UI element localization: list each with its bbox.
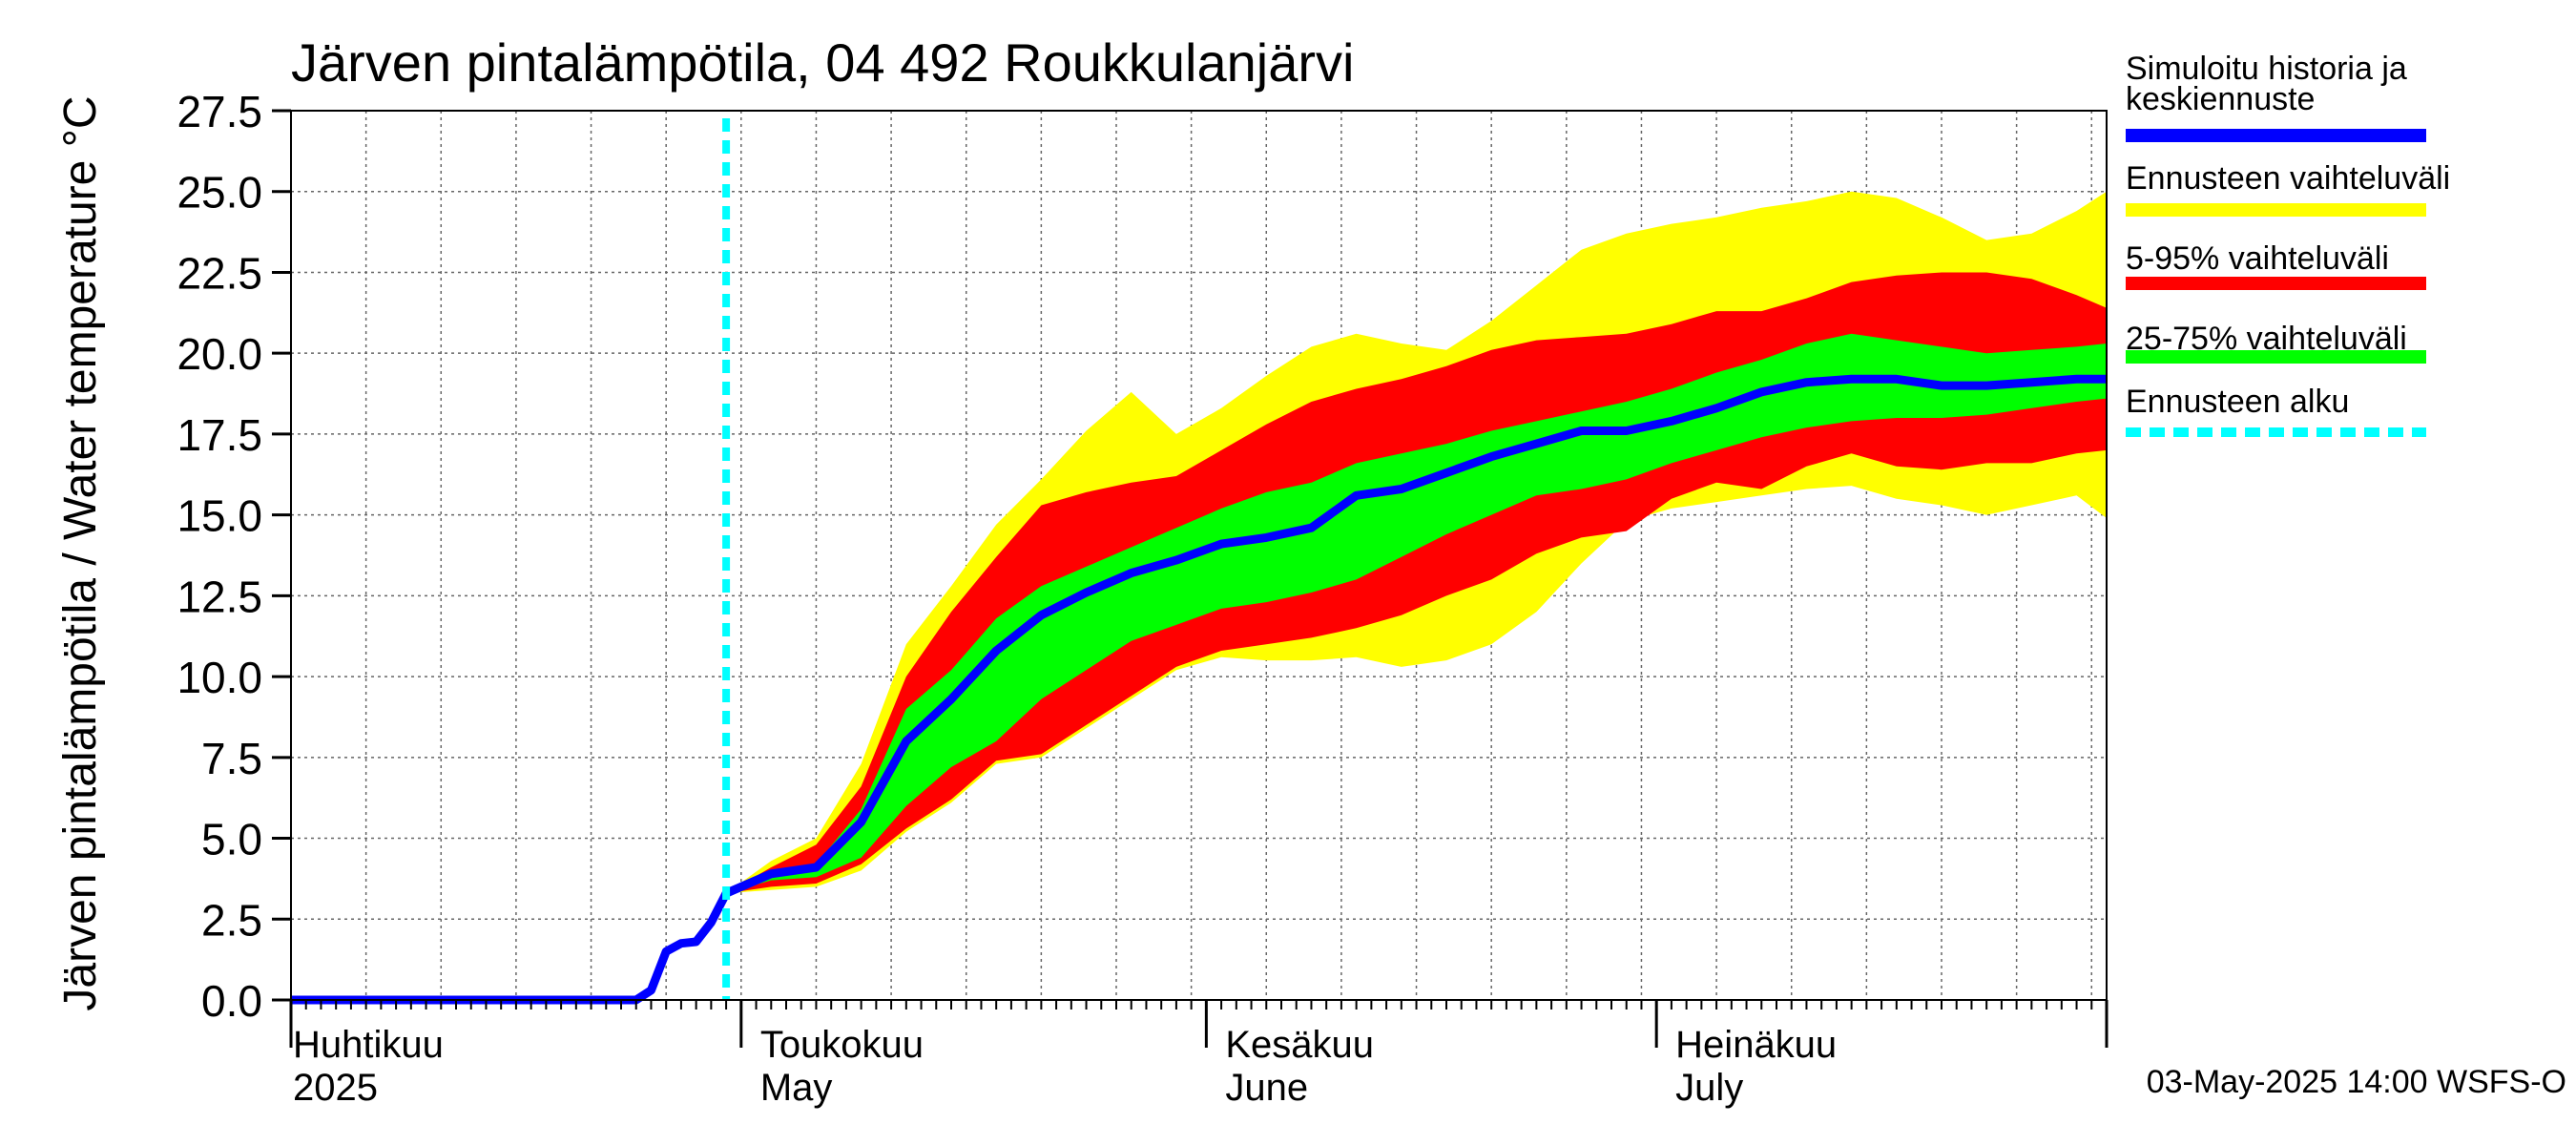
y-tick-label: 22.5 bbox=[177, 248, 262, 298]
x-month-label: Heinäkuu bbox=[1675, 1024, 1837, 1066]
y-tick-label: 10.0 bbox=[177, 653, 262, 702]
legend-label: keskiennuste bbox=[2126, 81, 2315, 117]
y-tick-label: 2.5 bbox=[201, 895, 262, 945]
x-month-label-en: 2025 bbox=[293, 1067, 378, 1109]
y-tick-label: 27.5 bbox=[177, 87, 262, 136]
x-ticks bbox=[290, 1000, 2108, 1010]
footer-timestamp: 03-May-2025 14:00 WSFS-O bbox=[2147, 1064, 2566, 1100]
plot-frame bbox=[290, 110, 2108, 1001]
y-tick-label: 12.5 bbox=[177, 572, 262, 621]
y-axis-label: Järven pintalämpötila / Water temperatur… bbox=[55, 95, 106, 1010]
legend-label: Simuloitu historia ja bbox=[2126, 51, 2407, 87]
legend-item: 25-75% vaihteluväli bbox=[2126, 321, 2426, 364]
plot-area: 0.0 2.5 5.0 7.5 10.0 12.5 15.0 17.5 20.0 22.5 25.0… bbox=[177, 87, 2109, 1109]
legend-label: Ennusteen vaihteluväli bbox=[2126, 160, 2450, 197]
y-tick-label: 20.0 bbox=[177, 329, 262, 379]
x-month-label: Huhtikuu bbox=[293, 1024, 444, 1066]
y-tick-label: 15.0 bbox=[177, 491, 262, 541]
chart-title: Järven pintalämpötila, 04 492 Roukkulanj… bbox=[291, 32, 1354, 93]
x-month-label: Kesäkuu bbox=[1225, 1024, 1374, 1066]
y-tick-label: 17.5 bbox=[177, 410, 262, 460]
legend-item: Ennusteen vaihteluväli bbox=[2126, 160, 2450, 217]
y-tick-label: 5.0 bbox=[201, 815, 262, 864]
legend-item: 5-95% vaihteluväli bbox=[2126, 240, 2426, 290]
x-month-label-en: June bbox=[1225, 1067, 1308, 1109]
x-month-label: Toukokuu bbox=[760, 1024, 924, 1066]
legend-label: Ennusteen alku bbox=[2126, 384, 2349, 420]
x-month-label-en: July bbox=[1675, 1067, 1743, 1109]
y-tick-label: 7.5 bbox=[201, 734, 262, 783]
series-median-line bbox=[291, 374, 2107, 1005]
x-month-label-en: May bbox=[760, 1067, 833, 1109]
legend-label: 5-95% vaihteluväli bbox=[2126, 240, 2389, 277]
y-tick-label: 0.0 bbox=[201, 976, 262, 1026]
legend-item: Ennusteen alku bbox=[2126, 384, 2426, 437]
y-tick-label: 25.0 bbox=[177, 168, 262, 218]
